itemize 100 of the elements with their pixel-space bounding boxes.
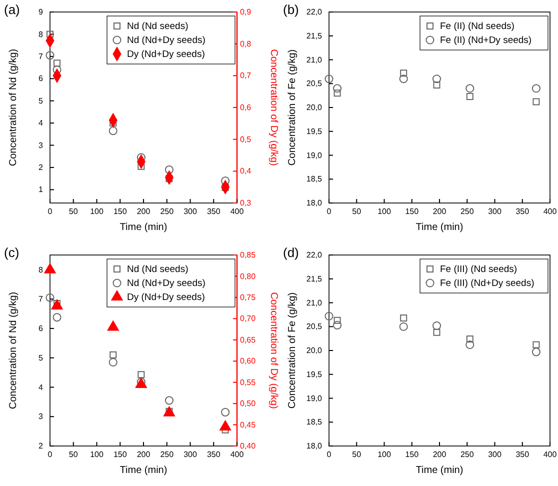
y-axis-title: Concentration of Fe (g/kg) [287,49,298,166]
legend-label: Nd (Nd seeds) [127,21,188,32]
text: (b) [283,2,299,17]
x-tick-label: 100 [378,450,392,459]
y-tick-label: 2 [38,163,44,172]
x-axis-title: Time (min) [416,465,464,476]
y-tick-label: 7 [38,294,44,304]
y-tick-label: 3 [38,412,44,422]
y-tick-label: 19,0 [306,394,323,403]
y-tick-label: 7 [38,52,44,61]
x-tick-label: 400 [230,450,244,459]
y-tick-label: 18,0 [306,442,323,451]
y-axis-title: Concentration of Nd (g/kg) [8,292,19,410]
x-tick-label: 200 [432,450,447,459]
y-tick-label: 4 [38,382,44,392]
y2-tick-label: 0,5 [240,134,252,144]
legend-label: Nd (Nd+Dy seeds) [127,35,206,46]
x-tick-label: 150 [113,450,128,459]
x-tick-label: 300 [488,450,502,459]
legend-label: Fe (II) (Nd+Dy seeds) [440,35,532,46]
x-tick-label: 250 [160,207,174,216]
x-tick-label: 200 [136,207,151,216]
x-tick-label: 400 [543,450,558,459]
y2-tick-label: 0,9 [240,8,252,17]
y-axis-title: Concentration of Nd (g/kg) [8,48,19,166]
x-tick-label: 150 [405,207,420,216]
x-tick-label: 0 [326,450,332,459]
legend-label: Fe (II) (Nd seeds) [440,21,514,32]
x-tick-label: 100 [90,207,104,216]
y-tick-label: 22,0 [306,8,323,17]
x-tick-label: 0 [326,207,332,216]
y-tick-label: 6 [38,324,44,334]
y-tick-label: 20,5 [306,79,323,88]
x-tick-label: 350 [206,450,221,459]
y2-tick-label: 0,7 [240,71,252,80]
x-tick-label: 150 [113,207,128,216]
x-axis-title: Time (min) [416,222,464,233]
y-tick-label: 19,0 [306,150,323,160]
y-tick-label: 21,0 [306,298,323,308]
legend-label: Dy (Nd+Dy seeds) [127,292,205,304]
y2-tick-label: 0,85 [240,250,256,260]
y-tick-label: 18,0 [306,198,323,208]
x-tick-label: 350 [206,207,221,216]
legend-label: Nd (Nd seeds) [127,264,188,276]
x-tick-label: 0 [48,207,53,216]
y2-tick-label: 0,45 [240,420,256,430]
x-tick-label: 400 [230,207,244,216]
y2-tick-label: 0,8 [240,39,252,48]
y-tick-label: 6 [38,74,44,84]
y-tick-label: 9 [38,8,44,17]
y-tick-label: 20,0 [306,103,323,112]
y-tick-label: 21,5 [306,31,323,40]
legend-label: Fe (III) (Nd+Dy seeds) [440,278,534,290]
x-axis-title: Time (min) [120,222,168,233]
text: (c) [4,245,20,260]
y-tick-label: 4 [38,118,44,128]
x-tick-label: 100 [378,207,392,216]
y-tick-label: 20,5 [306,322,323,332]
y-tick-label: 1 [38,185,44,194]
y-tick-label: 8 [38,265,44,274]
y2-tick-label: 0,40 [240,442,256,451]
legend-label: Fe (III) (Nd seeds) [440,264,518,276]
y2-tick-label: 0,4 [240,166,252,176]
x-tick-label: 50 [352,450,362,459]
y-tick-label: 22,0 [306,250,323,260]
x-tick-label: 50 [352,207,362,216]
y2-axis-title: Concentration of Dy (g/kg) [268,292,279,409]
text: (d) [283,245,299,260]
x-tick-label: 300 [184,450,198,459]
x-tick-label: 200 [432,207,447,216]
y2-tick-label: 0,6 [240,103,252,112]
y2-tick-label: 0,50 [240,399,256,408]
x-tick-label: 250 [460,450,474,459]
y-tick-label: 21,5 [306,274,323,284]
legend-label: Nd (Nd+Dy seeds) [127,278,206,290]
x-tick-label: 50 [68,207,78,216]
y2-tick-label: 0,55 [240,378,256,387]
y-tick-label: 2 [38,442,44,451]
x-tick-label: 300 [488,207,502,216]
y-axis-title: Concentration of Fe (g/kg) [287,292,298,409]
y-tick-label: 3 [38,140,44,150]
x-tick-label: 0 [48,450,53,459]
x-axis-title: Time (min) [120,465,168,476]
y-tick-label: 19,5 [306,370,323,379]
x-tick-label: 200 [136,450,151,459]
y2-tick-label: 0,65 [240,335,256,344]
y-tick-label: 8 [38,30,44,39]
x-tick-label: 100 [90,450,104,459]
x-tick-label: 150 [405,450,420,459]
y-tick-label: 18,5 [306,174,323,184]
y2-tick-label: 0,60 [240,356,256,366]
y2-tick-label: 0,80 [240,272,256,281]
y2-tick-label: 0,75 [240,293,256,302]
y-tick-label: 5 [38,96,44,106]
y2-tick-label: 0,3 [240,198,252,208]
x-tick-label: 350 [516,450,530,459]
y-tick-label: 21,0 [306,55,323,64]
x-tick-label: 300 [184,207,198,216]
x-tick-label: 250 [460,207,474,216]
y-tick-label: 5 [38,353,44,362]
